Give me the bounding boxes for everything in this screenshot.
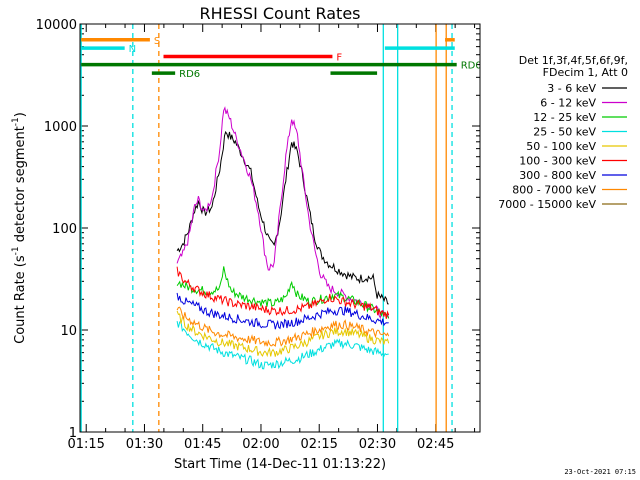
legend: Det 1f,3f,4f,5f,6f,9f, FDecim 1, Att 0 3…	[498, 54, 628, 211]
x-tick-label: 02:00	[242, 437, 279, 452]
legend-entry-label: 50 - 100 keV	[526, 140, 596, 153]
legend-entry-label: 6 - 12 keV	[540, 97, 596, 110]
state-bar-label: RD0	[461, 61, 482, 72]
y-tick-label: 100	[52, 222, 77, 237]
x-tick-label: 01:30	[126, 437, 163, 452]
y-axis-label-close: )	[13, 112, 28, 117]
state-bar-label: F	[336, 53, 342, 64]
generated-timestamp: 23-Oct-2021 07:15	[564, 468, 636, 476]
legend-entry-label: 300 - 800 keV	[519, 169, 596, 182]
state-bar-label: RD6	[179, 69, 200, 80]
y-tick-label: 10000	[36, 18, 77, 33]
series-line	[176, 106, 390, 320]
y-axis-label-sup-2: -1	[11, 117, 21, 126]
y-axis-label: Count Rate (s-1 detector segment-1)	[11, 112, 28, 344]
x-tick-label: 02:45	[417, 437, 454, 452]
y-tick-label: 1000	[44, 120, 77, 135]
x-tick-label: 02:15	[300, 437, 337, 452]
legend-entry-label: 25 - 50 keV	[533, 126, 596, 139]
state-bar-label: S	[154, 36, 160, 47]
x-tick-label: 01:45	[184, 437, 221, 452]
legend-entry-label: 3 - 6 keV	[547, 82, 596, 95]
series-line	[176, 266, 390, 319]
legend-entry-label: 7000 - 15000 keV	[498, 198, 596, 211]
series-line	[176, 320, 389, 370]
legend-entry-label: 12 - 25 keV	[533, 111, 596, 124]
series-line	[176, 130, 389, 305]
state-bar-label: N	[129, 44, 136, 55]
y-axis-label-prefix: Count Rate (s	[13, 255, 28, 344]
y-axis-label-sup: -1	[11, 246, 21, 255]
x-tick-label: 01:15	[67, 437, 104, 452]
series-line	[176, 306, 390, 347]
y-axis-label-suffix: detector segment	[13, 126, 28, 246]
plot-frame	[79, 23, 481, 433]
legend-entry-label: 800 - 7000 keV	[512, 184, 596, 197]
series-line	[176, 266, 390, 319]
legend-header-line-1: Det 1f,3f,4f,5f,6f,9f,	[519, 54, 628, 67]
series-line	[176, 292, 389, 330]
y-tick-label: 10	[60, 324, 77, 339]
legend-entry-label: 100 - 300 keV	[519, 155, 596, 168]
x-tick-label: 02:30	[359, 437, 396, 452]
series-line	[176, 310, 390, 358]
legend-header-line-2: FDecim 1, Att 0	[543, 66, 628, 79]
y-tick-label: 1	[69, 426, 77, 441]
x-axis-label: Start Time (14-Dec-11 01:13:22)	[174, 457, 386, 472]
chart-title: RHESSI Count Rates	[200, 4, 361, 23]
